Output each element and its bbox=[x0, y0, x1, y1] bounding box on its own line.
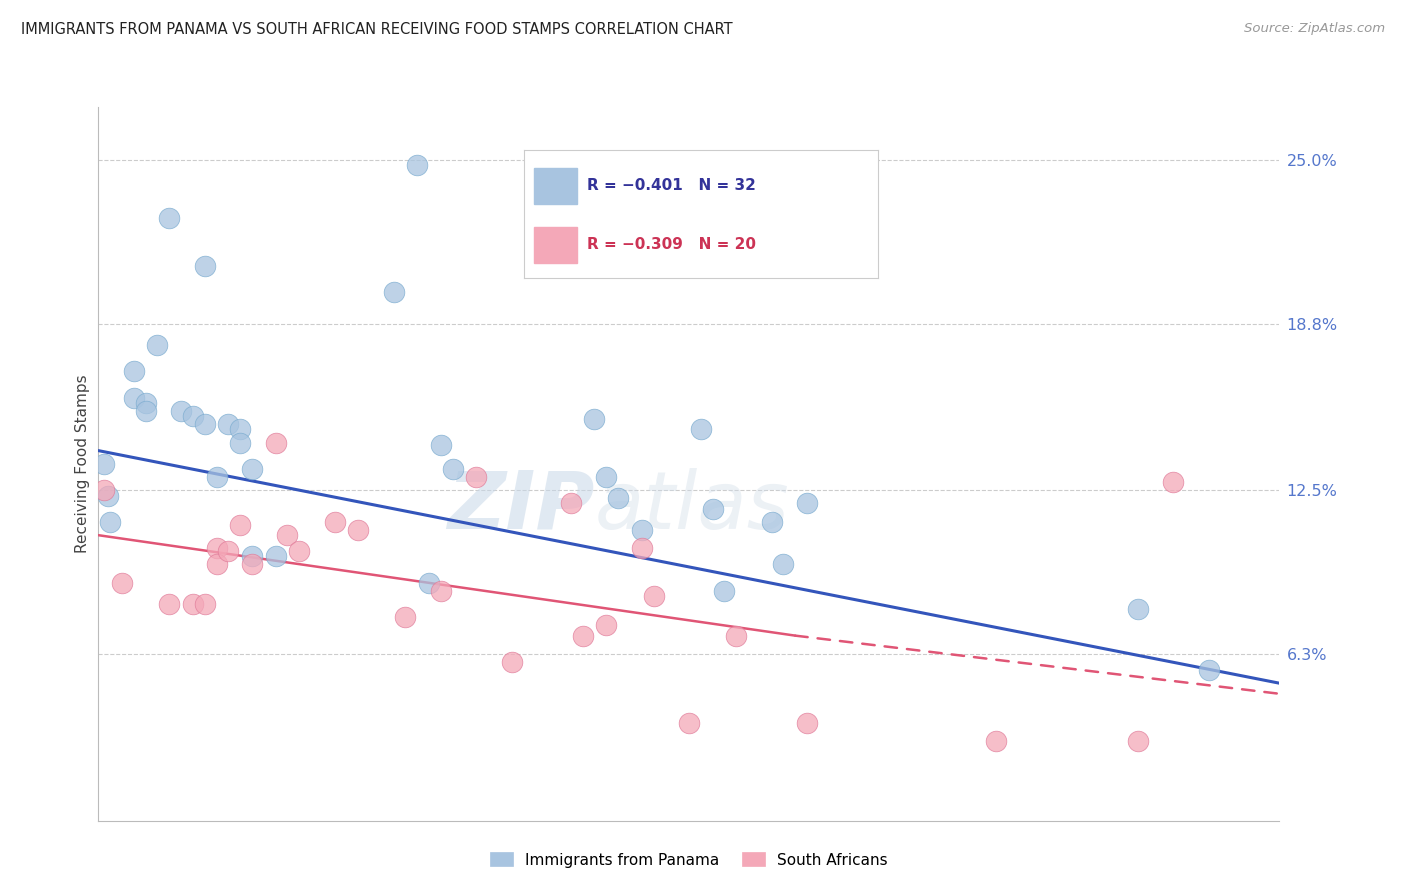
Point bbox=[205, 558, 228, 572]
Point bbox=[643, 589, 665, 603]
Point bbox=[194, 597, 217, 611]
Point bbox=[170, 404, 193, 418]
Point bbox=[157, 597, 180, 611]
Point bbox=[501, 655, 523, 669]
Point bbox=[181, 597, 204, 611]
Point bbox=[430, 583, 453, 598]
Point bbox=[217, 544, 239, 558]
Point bbox=[725, 629, 748, 643]
Point bbox=[702, 501, 724, 516]
Point bbox=[217, 417, 239, 432]
Point bbox=[93, 483, 115, 498]
Point bbox=[122, 391, 145, 405]
Point bbox=[772, 558, 794, 572]
Legend: Immigrants from Panama, South Africans: Immigrants from Panama, South Africans bbox=[484, 847, 894, 873]
Point bbox=[229, 435, 252, 450]
Point bbox=[1126, 734, 1149, 748]
Point bbox=[264, 435, 287, 450]
Point bbox=[157, 211, 180, 225]
Point bbox=[630, 523, 652, 537]
Point bbox=[630, 541, 652, 556]
Point bbox=[93, 457, 115, 471]
Point bbox=[146, 338, 169, 352]
Point bbox=[406, 158, 429, 172]
Point bbox=[607, 491, 630, 506]
Point bbox=[97, 489, 120, 503]
Point bbox=[347, 523, 370, 537]
Point bbox=[181, 409, 204, 424]
Point bbox=[761, 515, 783, 529]
Point bbox=[418, 575, 440, 590]
Point bbox=[111, 575, 134, 590]
Text: IMMIGRANTS FROM PANAMA VS SOUTH AFRICAN RECEIVING FOOD STAMPS CORRELATION CHART: IMMIGRANTS FROM PANAMA VS SOUTH AFRICAN … bbox=[21, 22, 733, 37]
Point bbox=[796, 715, 818, 730]
Point bbox=[194, 259, 217, 273]
Point bbox=[689, 422, 711, 436]
Point bbox=[382, 285, 405, 299]
Text: ZIP: ZIP bbox=[447, 467, 595, 546]
Point bbox=[1198, 663, 1220, 677]
Point bbox=[430, 438, 453, 452]
Point bbox=[205, 470, 228, 484]
Point bbox=[984, 734, 1007, 748]
Point bbox=[441, 462, 464, 476]
Point bbox=[240, 462, 263, 476]
Point bbox=[229, 517, 252, 532]
Point bbox=[205, 541, 228, 556]
Text: atlas: atlas bbox=[595, 467, 789, 546]
Point bbox=[98, 515, 121, 529]
Y-axis label: Receiving Food Stamps: Receiving Food Stamps bbox=[75, 375, 90, 553]
Point bbox=[122, 364, 145, 378]
Point bbox=[465, 470, 488, 484]
Point bbox=[678, 715, 700, 730]
Point bbox=[240, 558, 263, 572]
Point bbox=[595, 618, 617, 632]
Point bbox=[229, 422, 252, 436]
Point bbox=[1126, 602, 1149, 616]
Text: Source: ZipAtlas.com: Source: ZipAtlas.com bbox=[1244, 22, 1385, 36]
Point bbox=[583, 412, 606, 426]
Point bbox=[276, 528, 298, 542]
Point bbox=[264, 549, 287, 564]
Point bbox=[595, 470, 617, 484]
Point bbox=[571, 629, 593, 643]
Point bbox=[394, 610, 416, 624]
Point bbox=[288, 544, 311, 558]
Point bbox=[194, 417, 217, 432]
Point bbox=[796, 496, 818, 510]
Point bbox=[240, 549, 263, 564]
Point bbox=[323, 515, 346, 529]
Point bbox=[135, 404, 157, 418]
Point bbox=[713, 583, 735, 598]
Point bbox=[1161, 475, 1184, 490]
Point bbox=[135, 396, 157, 410]
Point bbox=[560, 496, 582, 510]
